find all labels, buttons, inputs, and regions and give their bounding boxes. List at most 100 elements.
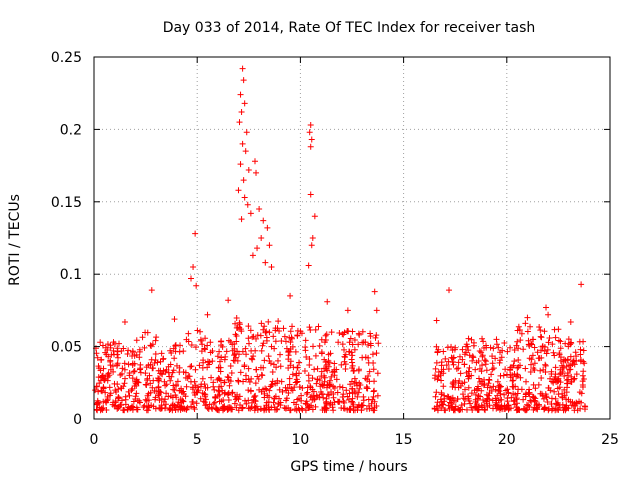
data-point bbox=[149, 384, 156, 391]
data-point bbox=[457, 370, 464, 377]
data-point bbox=[536, 403, 543, 410]
data-point bbox=[96, 365, 103, 372]
data-point bbox=[462, 396, 469, 403]
data-point bbox=[252, 380, 259, 387]
data-point bbox=[256, 206, 263, 213]
data-point bbox=[194, 327, 201, 334]
data-point bbox=[272, 338, 279, 345]
data-point bbox=[241, 100, 248, 107]
data-point bbox=[564, 380, 571, 387]
data-point bbox=[552, 334, 559, 341]
data-point bbox=[307, 143, 314, 150]
data-point bbox=[573, 371, 580, 378]
data-point bbox=[495, 344, 502, 351]
data-point bbox=[105, 353, 112, 360]
data-point bbox=[339, 341, 346, 348]
data-point bbox=[483, 342, 490, 349]
data-point bbox=[204, 384, 211, 391]
x-axis-label: GPS time / hours bbox=[290, 459, 407, 475]
data-point bbox=[551, 388, 558, 395]
data-point bbox=[450, 361, 457, 368]
data-point bbox=[476, 365, 483, 372]
data-point bbox=[579, 381, 586, 388]
data-point bbox=[334, 389, 341, 396]
data-point bbox=[496, 382, 503, 389]
data-point bbox=[459, 391, 466, 398]
data-point bbox=[305, 405, 312, 412]
data-point bbox=[561, 373, 568, 380]
data-point bbox=[346, 339, 353, 346]
data-point bbox=[244, 201, 251, 208]
data-point bbox=[434, 348, 441, 355]
data-point bbox=[561, 386, 568, 393]
data-point bbox=[224, 373, 231, 380]
data-point bbox=[513, 395, 520, 402]
data-point bbox=[489, 366, 496, 373]
data-point bbox=[537, 333, 544, 340]
data-point bbox=[306, 361, 313, 368]
data-point bbox=[478, 402, 485, 409]
data-point bbox=[507, 344, 514, 351]
data-point bbox=[192, 344, 199, 351]
data-point bbox=[349, 385, 356, 392]
data-point bbox=[506, 405, 513, 412]
data-point bbox=[261, 406, 268, 413]
data-point bbox=[161, 378, 168, 385]
data-point bbox=[331, 372, 338, 379]
data-point bbox=[541, 405, 548, 412]
data-point bbox=[497, 390, 504, 397]
data-point bbox=[141, 344, 148, 351]
data-point bbox=[210, 400, 217, 407]
data-point bbox=[106, 384, 113, 391]
data-point bbox=[289, 323, 296, 330]
data-point bbox=[99, 342, 106, 349]
data-point bbox=[286, 381, 293, 388]
data-point bbox=[126, 392, 133, 399]
data-point bbox=[470, 354, 477, 361]
data-point bbox=[538, 390, 545, 397]
data-point bbox=[259, 372, 266, 379]
data-point bbox=[316, 342, 323, 349]
data-point bbox=[452, 377, 459, 384]
data-point bbox=[262, 385, 269, 392]
data-point bbox=[515, 345, 522, 352]
data-point bbox=[130, 398, 137, 405]
data-point bbox=[530, 381, 537, 388]
data-point bbox=[232, 331, 239, 338]
data-point bbox=[251, 403, 258, 410]
data-point bbox=[136, 354, 143, 361]
data-point bbox=[270, 333, 277, 340]
data-point bbox=[98, 405, 105, 412]
data-point bbox=[469, 353, 476, 360]
data-point bbox=[352, 390, 359, 397]
data-point bbox=[313, 380, 320, 387]
data-point bbox=[339, 393, 346, 400]
data-point bbox=[229, 406, 236, 413]
data-point bbox=[296, 370, 303, 377]
data-point bbox=[183, 383, 190, 390]
data-point bbox=[261, 357, 268, 364]
data-point bbox=[156, 375, 163, 382]
data-point bbox=[258, 235, 265, 241]
data-point bbox=[199, 341, 206, 348]
data-point bbox=[466, 352, 473, 359]
data-point bbox=[128, 404, 135, 411]
data-point bbox=[435, 407, 442, 414]
data-point bbox=[475, 385, 482, 392]
data-point bbox=[126, 370, 133, 377]
data-point bbox=[147, 380, 154, 387]
data-point bbox=[137, 369, 144, 376]
data-point bbox=[264, 224, 271, 231]
data-point bbox=[318, 368, 325, 375]
data-point bbox=[580, 347, 587, 354]
data-point bbox=[125, 361, 132, 368]
data-point bbox=[303, 390, 310, 397]
data-point bbox=[121, 407, 128, 414]
data-point bbox=[232, 320, 239, 327]
data-point bbox=[239, 65, 246, 72]
data-point bbox=[537, 367, 544, 374]
data-point bbox=[169, 394, 176, 401]
data-point bbox=[553, 400, 560, 407]
data-point bbox=[106, 392, 113, 399]
data-point bbox=[335, 339, 342, 346]
